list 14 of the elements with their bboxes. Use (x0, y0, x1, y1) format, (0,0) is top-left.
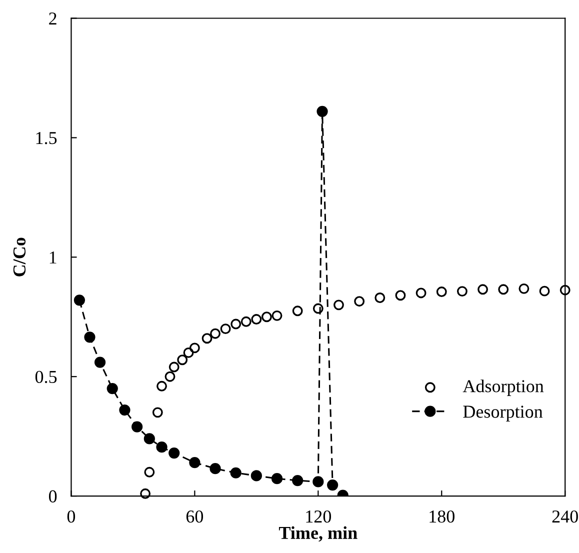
y-tick-label: 0 (48, 490, 57, 502)
x-tick-label: 180 (430, 510, 454, 523)
x-tick-label: 0 (67, 510, 76, 523)
y-tick-label: 1 (50, 251, 56, 264)
x-tick-label: 120 (306, 510, 332, 523)
y-tick-label: 2 (49, 12, 56, 25)
x-tick-label: 60 (186, 510, 204, 523)
legend-label: Desorption (463, 406, 543, 422)
y-tick-label: 1.5 (36, 132, 57, 144)
y-tick-label: 0.5 (35, 370, 57, 384)
legend-label: Adsorption (462, 380, 544, 396)
x-axis-title: Time, min (278, 526, 358, 542)
y-axis-title: C/Co (13, 238, 26, 276)
x-tick-label: 240 (552, 510, 578, 523)
